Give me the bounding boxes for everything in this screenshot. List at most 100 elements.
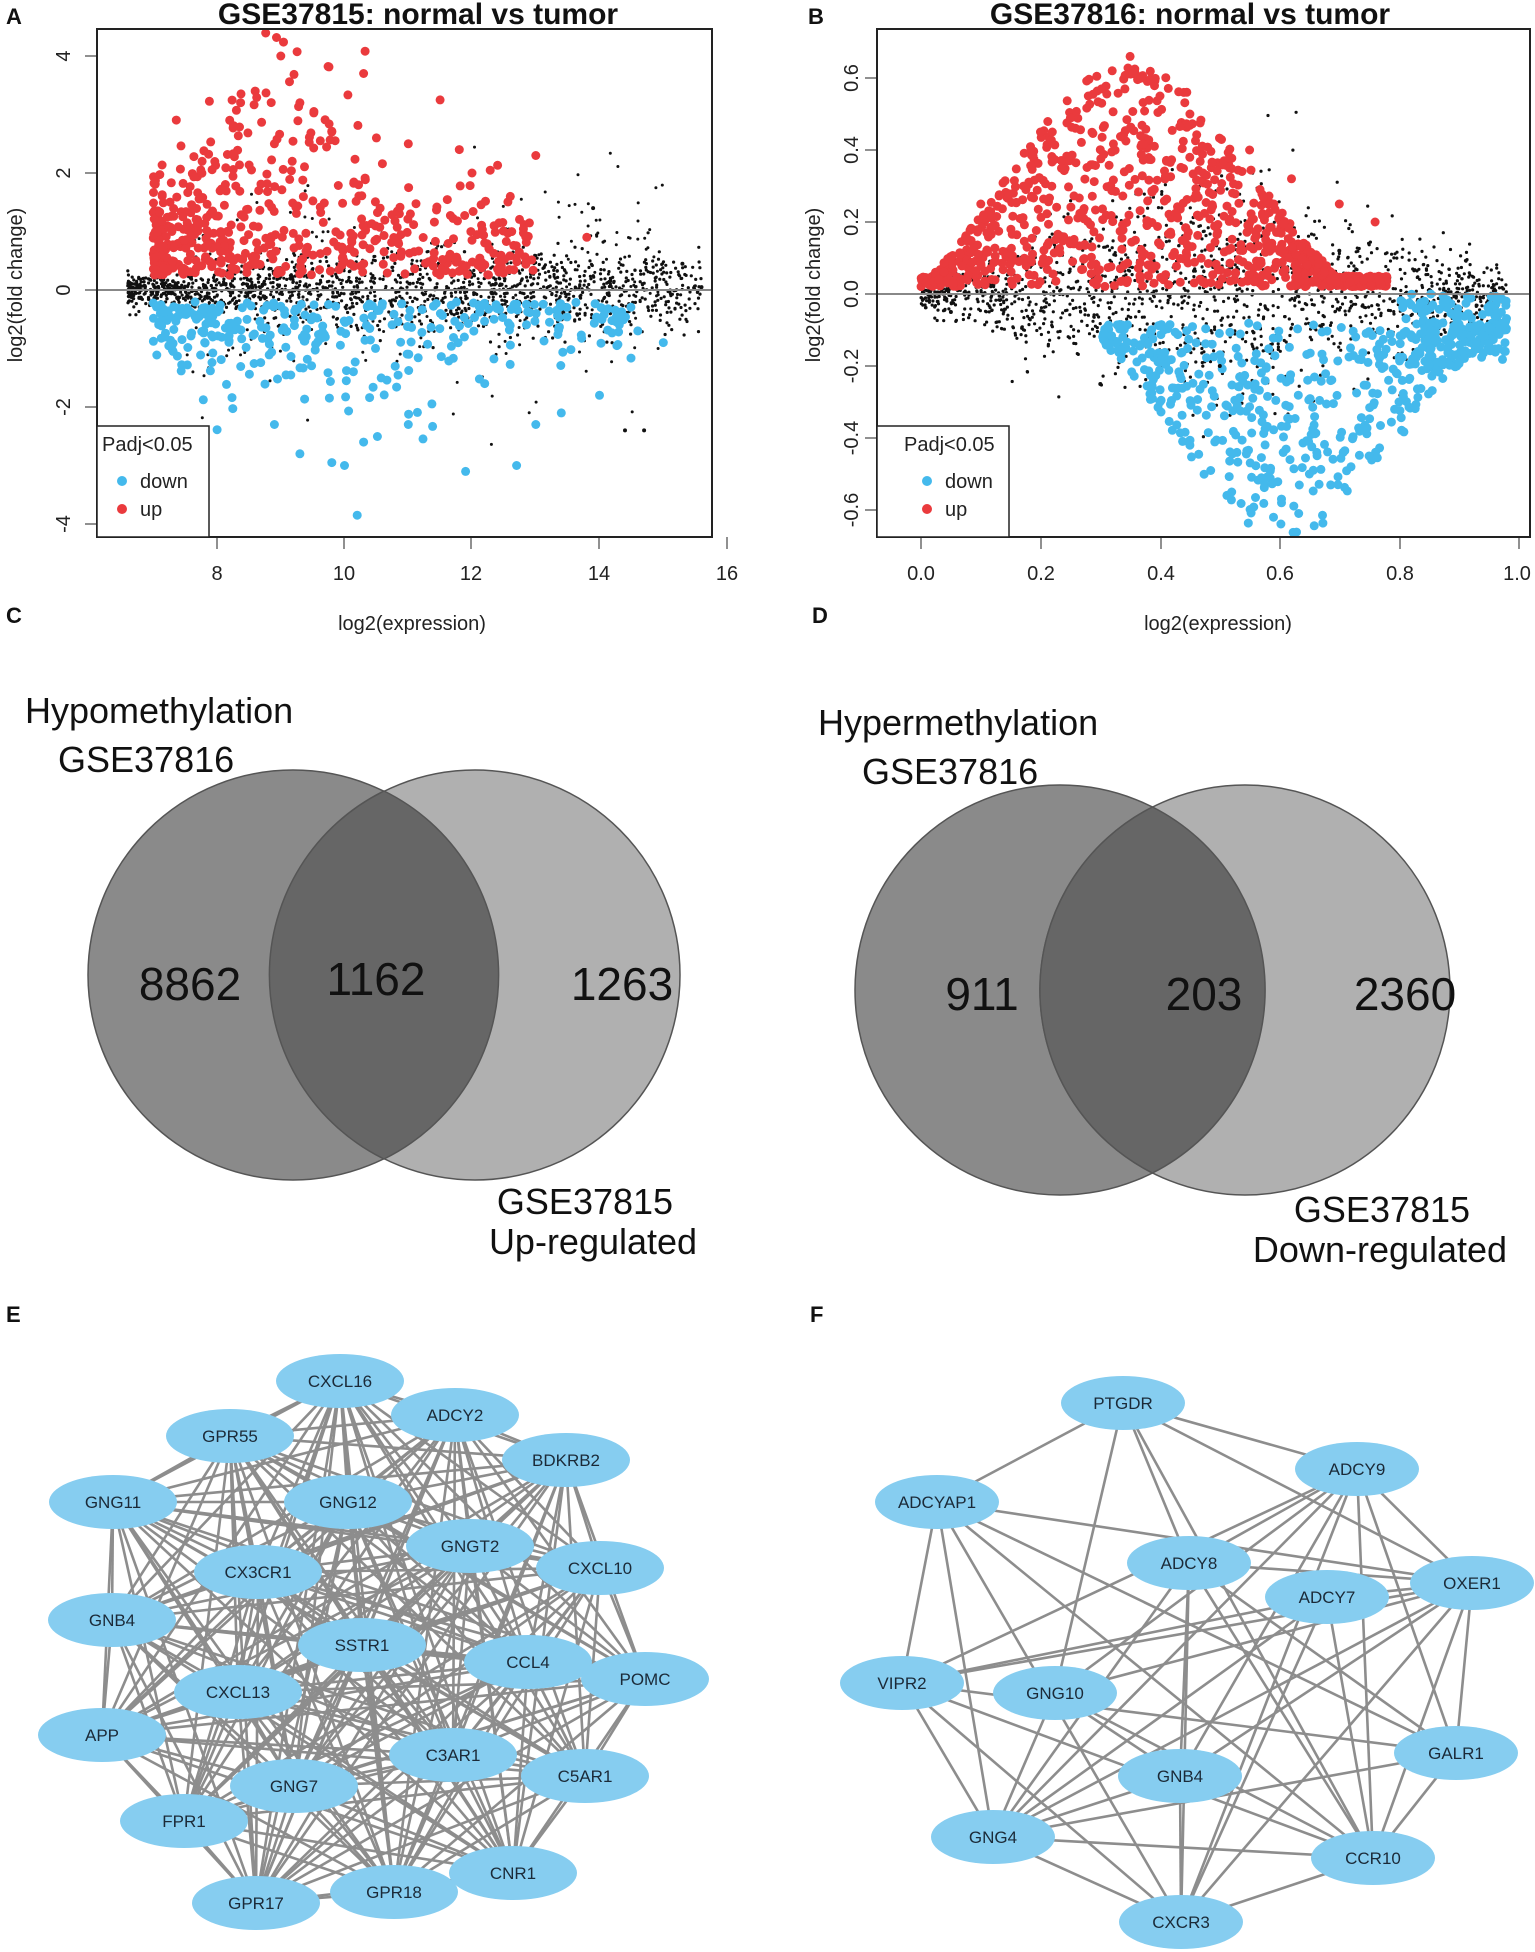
ma-point: [528, 265, 538, 275]
ma-point: [349, 177, 359, 187]
ma-point: [257, 333, 267, 343]
ma-point: [270, 230, 280, 240]
ma-point: [181, 296, 185, 301]
ma-point: [315, 265, 324, 275]
ma-point: [285, 277, 289, 281]
ma-point: [397, 299, 407, 309]
ma-point: [551, 336, 555, 340]
ma-point: [1183, 258, 1193, 268]
ma-point: [350, 154, 360, 164]
ma-point: [127, 292, 131, 296]
ma-point: [200, 278, 205, 282]
ma-point: [417, 327, 427, 337]
ma-point: [512, 461, 522, 470]
ma-point: [450, 312, 454, 316]
ma-point: [354, 279, 359, 283]
ma-point: [335, 275, 339, 279]
ma-point: [582, 283, 586, 287]
ma-point: [1024, 334, 1028, 338]
ma-point: [186, 208, 196, 218]
ma-point: [667, 306, 671, 310]
ma-point: [1046, 330, 1051, 334]
ma-point: [189, 152, 199, 162]
ma-point: [1238, 287, 1242, 291]
ma-point: [689, 274, 693, 278]
ma-point: [1430, 284, 1434, 288]
ma-point: [1042, 354, 1047, 358]
ma-point: [586, 224, 590, 228]
plot-a-ytick-label: -2: [53, 398, 75, 416]
ma-point: [1108, 175, 1118, 185]
ma-point: [504, 352, 508, 355]
ma-point: [1321, 300, 1325, 304]
ma-point: [168, 240, 178, 250]
ma-point: [688, 306, 692, 310]
ma-point: [460, 211, 470, 220]
ma-point: [503, 295, 507, 299]
ma-point: [294, 234, 304, 244]
ma-point: [638, 280, 642, 284]
ma-point: [1167, 239, 1171, 243]
ma-point: [1350, 230, 1354, 234]
ma-point: [435, 95, 445, 105]
ma-point: [463, 250, 467, 254]
ma-point: [189, 172, 199, 182]
ma-point: [1158, 341, 1162, 345]
ma-point: [128, 313, 132, 317]
ma-point: [1366, 377, 1370, 381]
ma-point: [1229, 359, 1233, 363]
ma-point: [631, 277, 635, 281]
ma-point: [226, 318, 236, 328]
ma-point: [257, 117, 267, 127]
ma-point: [616, 165, 620, 168]
ma-point: [1358, 315, 1362, 319]
ma-point: [1330, 262, 1334, 266]
ma-point: [137, 295, 141, 299]
ma-point: [1122, 115, 1132, 125]
ma-point: [523, 284, 527, 288]
ma-point: [1202, 269, 1206, 273]
ma-point: [590, 299, 600, 309]
ma-point: [583, 279, 587, 283]
ma-point: [406, 337, 416, 347]
ma-point: [1407, 251, 1411, 255]
ma-point: [1156, 206, 1161, 210]
ma-point: [1181, 323, 1185, 327]
ma-point: [295, 449, 305, 459]
ma-point: [1166, 298, 1170, 302]
ma-point: [662, 270, 666, 274]
ma-point: [1400, 255, 1404, 259]
ma-point: [432, 205, 441, 215]
ma-point: [1305, 317, 1309, 321]
ma-point: [1004, 287, 1008, 291]
ma-point: [347, 275, 351, 280]
ma-point: [428, 261, 438, 271]
ma-point: [228, 294, 233, 298]
ma-point: [379, 390, 389, 400]
ma-point: [999, 326, 1004, 331]
ma-point: [193, 292, 197, 296]
ma-point: [306, 418, 310, 422]
plot-a-xticks: 8 10 12 14 16: [211, 537, 738, 585]
ma-point: [1245, 330, 1249, 335]
ma-point: [143, 285, 147, 289]
ma-point: [285, 77, 294, 87]
ma-point: [1297, 300, 1301, 304]
ma-point: [211, 276, 216, 280]
ma-point: [659, 268, 663, 272]
ma-point: [335, 230, 345, 240]
ma-point: [1136, 215, 1140, 219]
ma-point: [1009, 176, 1019, 186]
ma-point: [1083, 308, 1087, 312]
ma-point: [509, 299, 519, 309]
ma-point: [438, 255, 447, 264]
ma-point: [494, 282, 498, 286]
ma-point: [1461, 287, 1465, 291]
ma-point: [1092, 315, 1096, 319]
ma-point: [647, 308, 651, 313]
ma-point: [1027, 233, 1037, 243]
ma-point: [289, 273, 293, 277]
ma-point: [1002, 310, 1006, 314]
ma-point: [696, 330, 701, 334]
ma-point: [1145, 322, 1149, 326]
